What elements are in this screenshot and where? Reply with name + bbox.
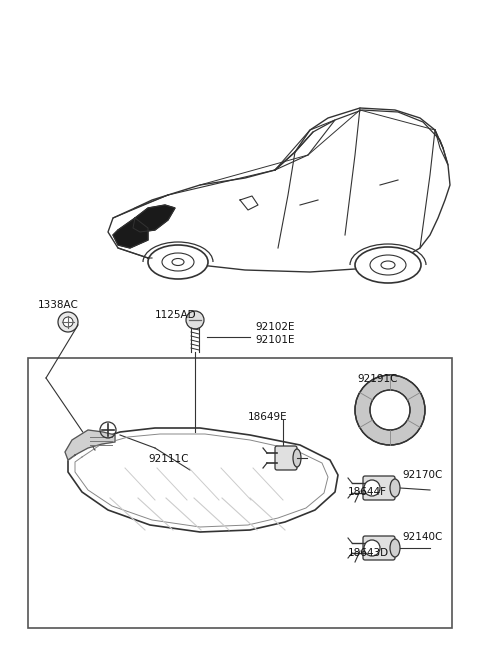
Ellipse shape	[390, 479, 400, 497]
Circle shape	[364, 480, 380, 496]
Text: 18644F: 18644F	[348, 487, 387, 497]
Text: 92170C: 92170C	[402, 470, 443, 480]
Text: 1125AD: 1125AD	[155, 310, 197, 320]
Ellipse shape	[162, 253, 194, 271]
Polygon shape	[68, 428, 338, 532]
FancyBboxPatch shape	[275, 446, 297, 470]
Text: 92101E: 92101E	[255, 335, 295, 345]
Ellipse shape	[381, 261, 395, 269]
Circle shape	[186, 311, 204, 329]
Polygon shape	[108, 108, 450, 272]
Ellipse shape	[390, 539, 400, 557]
Text: 92140C: 92140C	[402, 532, 443, 542]
Ellipse shape	[148, 245, 208, 279]
Text: 18643D: 18643D	[348, 548, 389, 558]
Wedge shape	[355, 375, 425, 445]
Text: 92191C: 92191C	[357, 374, 397, 384]
Ellipse shape	[293, 449, 301, 467]
Ellipse shape	[370, 255, 406, 275]
FancyBboxPatch shape	[363, 476, 395, 500]
Circle shape	[58, 312, 78, 332]
Polygon shape	[133, 205, 175, 232]
Text: 18649E: 18649E	[248, 412, 288, 422]
Bar	[28, 358, 452, 628]
Ellipse shape	[355, 247, 421, 283]
Text: 92111C: 92111C	[148, 454, 189, 464]
Text: 1338AC: 1338AC	[38, 300, 79, 310]
Ellipse shape	[172, 258, 184, 266]
Polygon shape	[65, 430, 115, 460]
Text: 92102E: 92102E	[255, 322, 295, 332]
Circle shape	[364, 540, 380, 556]
FancyBboxPatch shape	[363, 536, 395, 560]
Circle shape	[63, 317, 73, 327]
Polygon shape	[113, 218, 148, 248]
